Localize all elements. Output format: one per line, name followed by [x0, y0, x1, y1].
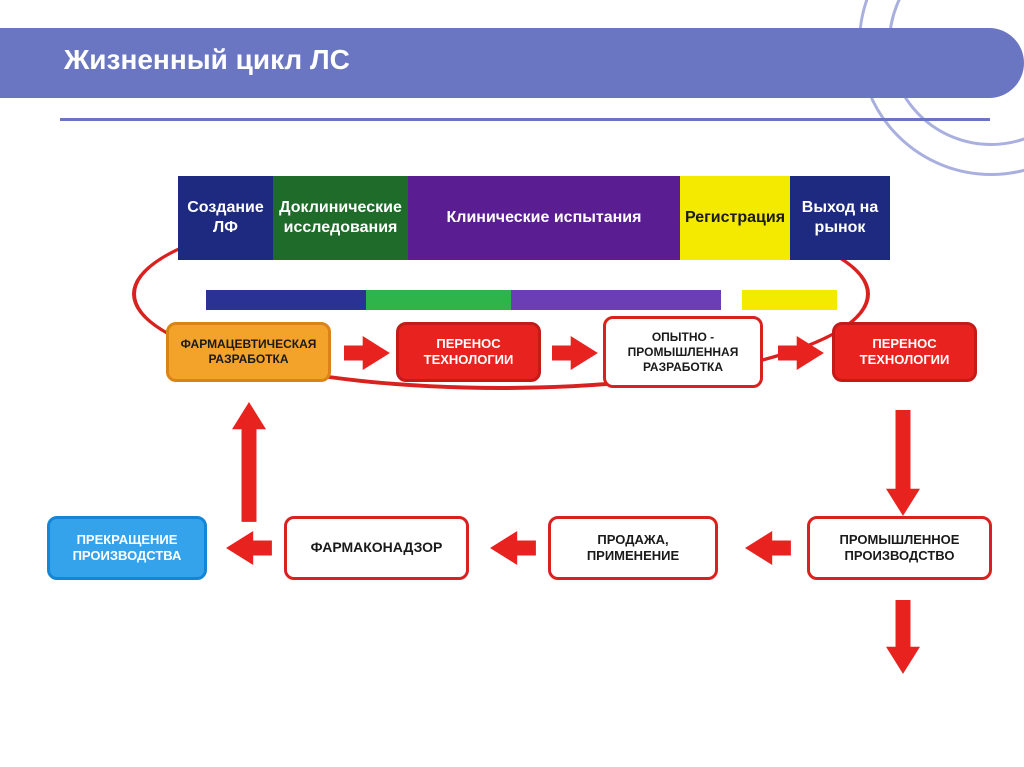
strip-1	[366, 290, 511, 310]
phase-block-2: Клинические испытания	[408, 176, 680, 260]
arrow-pharmDev-right	[344, 336, 390, 375]
node-transfer2: ПЕРЕНОС ТЕХНОЛОГИИ	[832, 322, 977, 382]
node-stop: ПРЕКРАЩЕНИЕ ПРОИЗВОДСТВА	[47, 516, 207, 580]
arrow-industrial-down	[886, 600, 920, 679]
arrow-pharmv-left	[226, 531, 272, 570]
arrow-transfer1-right	[552, 336, 598, 375]
phase-block-3: Регистрация	[680, 176, 790, 260]
arrow-transfer2-down	[886, 410, 920, 521]
arrow-pilot-right	[778, 336, 824, 375]
node-pharmDev: ФАРМАЦЕВТИЧЕСКАЯ РАЗРАБОТКА	[166, 322, 331, 382]
arrow-sale-left	[490, 531, 536, 570]
phase-block-1: Доклинические исследования	[273, 176, 408, 260]
strip-0	[206, 290, 366, 310]
phase-block-0: Создание ЛФ	[178, 176, 273, 260]
diagram-stage: Жизненный цикл ЛС Создание ЛФДоклиническ…	[0, 0, 1024, 767]
node-pharmv: ФАРМАКОНАДЗОР	[284, 516, 469, 580]
phase-block-4: Выход на рынок	[790, 176, 890, 260]
page-title: Жизненный цикл ЛС	[64, 44, 350, 76]
arrow-industrial-left	[745, 531, 791, 570]
strip-3	[742, 290, 837, 310]
title-underline	[60, 118, 990, 121]
arrow-pharmv-up	[232, 402, 266, 527]
strip-2	[511, 290, 721, 310]
node-transfer1: ПЕРЕНОС ТЕХНОЛОГИИ	[396, 322, 541, 382]
node-pilot: ОПЫТНО - ПРОМЫШЛЕННАЯ РАЗРАБОТКА	[603, 316, 763, 388]
node-industrial: ПРОМЫШЛЕННОЕ ПРОИЗВОДСТВО	[807, 516, 992, 580]
node-sale: ПРОДАЖА, ПРИМЕНЕНИЕ	[548, 516, 718, 580]
